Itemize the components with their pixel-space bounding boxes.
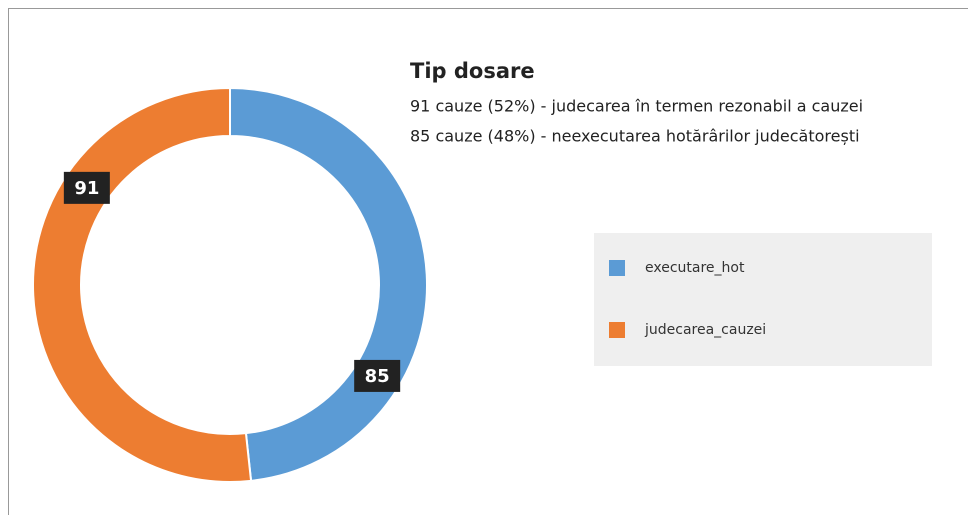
legend-box	[594, 233, 932, 366]
data-label: 91	[74, 178, 99, 199]
chart-title: Tip dosare	[410, 59, 535, 83]
legend-swatch	[609, 260, 625, 276]
frame	[8, 8, 968, 515]
data-label-box	[63, 171, 110, 204]
slice	[229, 86, 428, 482]
annotation: 91 cauze (52%) - judecarea în termen rez…	[410, 97, 863, 116]
data-label: 85	[365, 366, 390, 387]
slice	[32, 86, 253, 483]
annotation: 85 cauze (48%) - neexecutarea hotărârilo…	[410, 127, 860, 146]
legend-swatch	[609, 322, 625, 338]
legend-label: judecarea_cauzei	[644, 322, 766, 338]
legend-label: executare_hot	[645, 260, 745, 276]
data-label-box	[354, 359, 401, 392]
